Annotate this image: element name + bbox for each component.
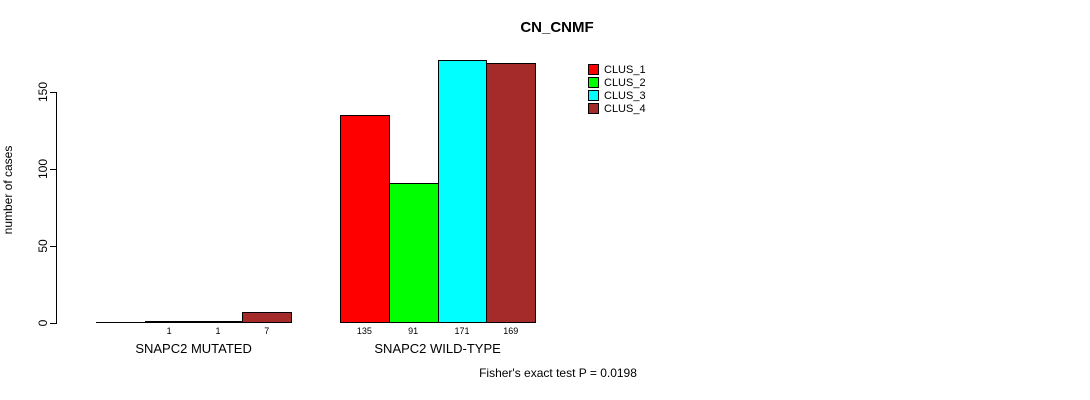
fisher-test-annotation: Fisher's exact test P = 0.0198 [479, 366, 637, 380]
bar-group1-clus_1 [96, 322, 146, 323]
bar-group1-clus_3 [193, 321, 244, 323]
legend-swatch-clus-4 [588, 103, 599, 114]
legend-swatch-clus-2 [588, 77, 599, 88]
legend-item-clus-3: CLUS_3 [588, 89, 646, 102]
bar-group1-clus_4 [242, 312, 293, 323]
legend-label-clus-2: CLUS_2 [604, 76, 646, 89]
bar-count-label: 1 [215, 326, 221, 336]
chart-title: CN_CNMF [520, 19, 594, 36]
bar-group2-clus_4 [486, 63, 537, 323]
bar-count-label: 171 [454, 326, 470, 336]
group-label: SNAPC2 MUTATED [135, 341, 252, 356]
y-tick-label: 150 [36, 81, 50, 103]
y-tick [50, 92, 57, 93]
legend-item-clus-2: CLUS_2 [588, 76, 646, 89]
legend-swatch-clus-1 [588, 64, 599, 75]
bar-group2-clus_1 [340, 115, 390, 323]
y-tick-label: 50 [36, 239, 50, 253]
y-axis-line [56, 92, 57, 324]
legend: CLUS_1 CLUS_2 CLUS_3 CLUS_4 [588, 63, 646, 115]
bar-count-label: 91 [408, 326, 419, 336]
bar-group2-clus_2 [388, 183, 439, 323]
bar-count-label: 169 [503, 326, 519, 336]
bar-group1-clus_2 [144, 321, 195, 323]
y-tick [50, 169, 57, 170]
y-tick [50, 246, 57, 247]
legend-label-clus-4: CLUS_4 [604, 102, 646, 115]
y-axis-label: number of cases [1, 145, 15, 235]
group-label: SNAPC2 WILD-TYPE [374, 341, 501, 356]
legend-label-clus-3: CLUS_3 [604, 89, 646, 102]
legend-label-clus-1: CLUS_1 [604, 63, 646, 76]
bar-group2-clus_3 [437, 60, 488, 323]
bar-count-label: 135 [356, 326, 372, 336]
y-tick [50, 323, 57, 324]
legend-item-clus-4: CLUS_4 [588, 102, 646, 115]
y-tick-label: 100 [36, 158, 50, 180]
legend-item-clus-1: CLUS_1 [588, 63, 646, 76]
legend-swatch-clus-3 [588, 90, 599, 101]
y-tick-label: 0 [36, 319, 50, 327]
bar-count-label: 7 [264, 326, 270, 336]
bar-count-label: 1 [166, 326, 172, 336]
